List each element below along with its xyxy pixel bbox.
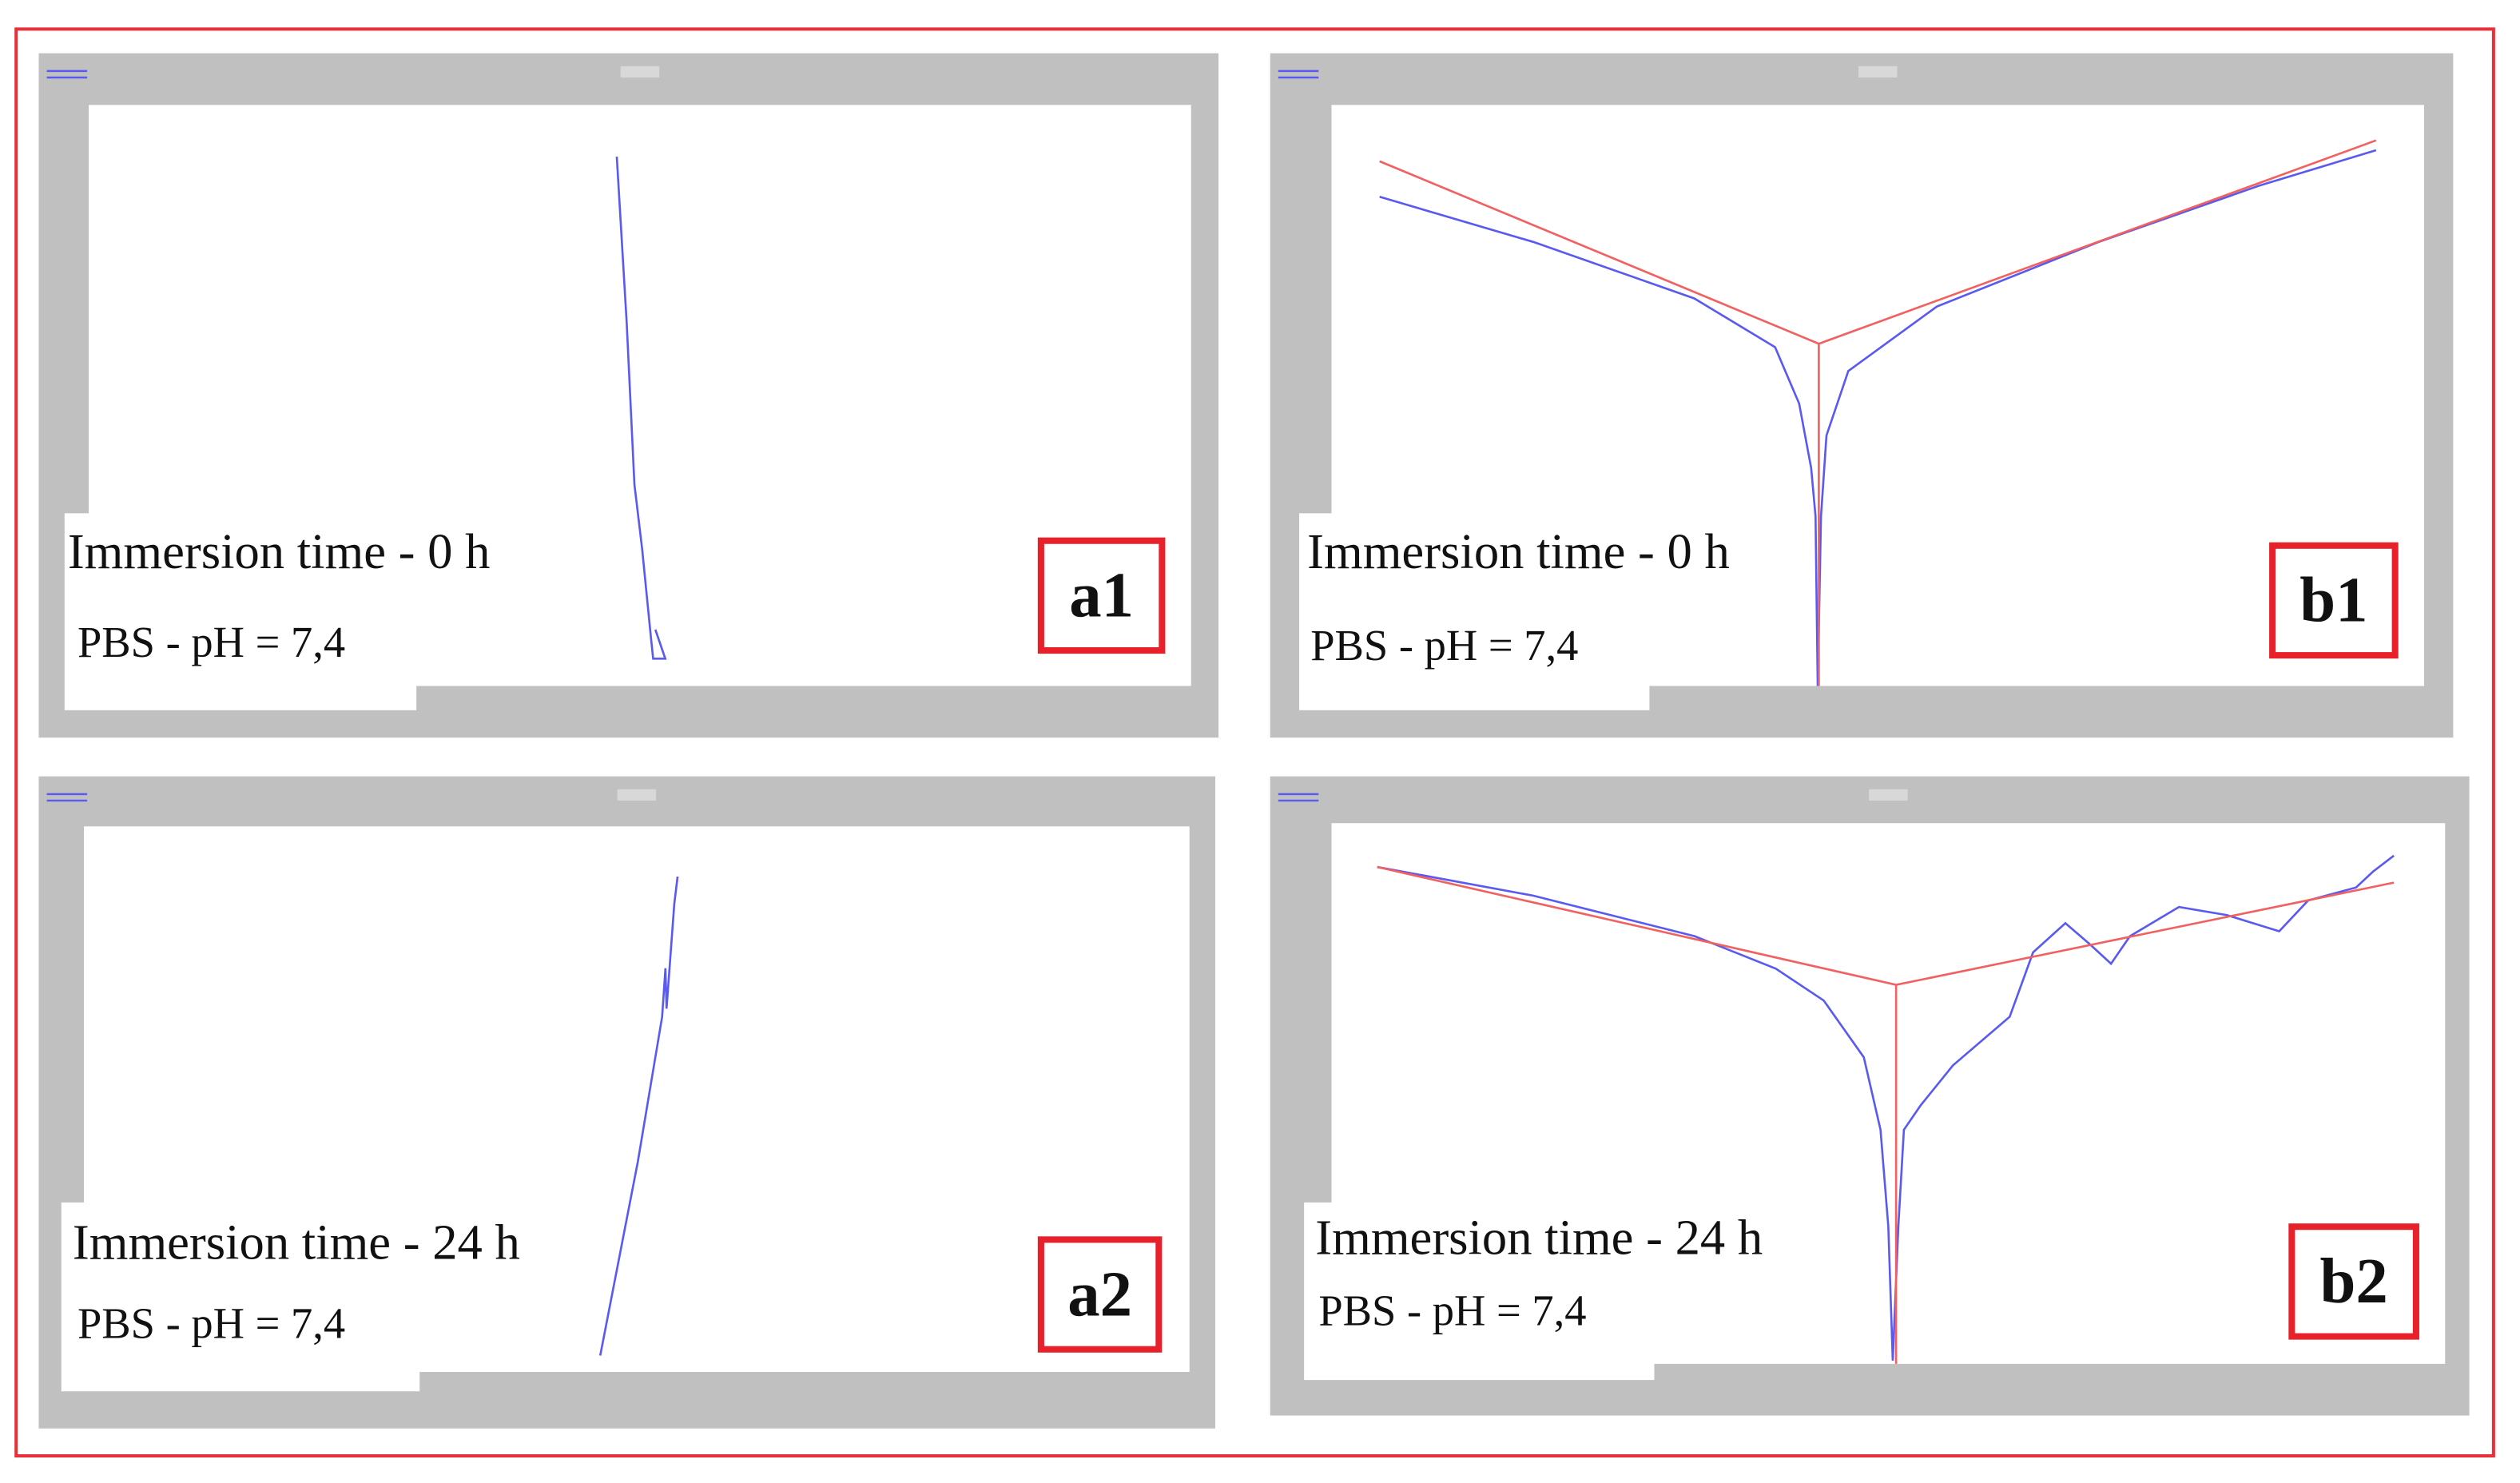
annotation: PBS - pH = 7,4 — [78, 1299, 345, 1348]
panel-label-box — [2269, 542, 2399, 659]
panel-label: a1 — [1069, 560, 1134, 631]
annotation-box — [1304, 1202, 1655, 1381]
header-tab — [1858, 66, 1898, 78]
annotation-box — [64, 513, 417, 710]
panel-label: a2 — [1067, 1258, 1132, 1330]
data-line — [1377, 865, 2395, 1364]
annotation: Immersion time - 24 h — [73, 1215, 520, 1270]
annotation: Immersion time - 0 h — [1307, 523, 1730, 579]
header-tab — [1869, 789, 1908, 801]
data-line — [615, 156, 667, 660]
annotation: PBS - pH = 7,4 — [78, 618, 345, 666]
panel-label: b1 — [2299, 565, 2367, 636]
panel-label: b2 — [2319, 1246, 2387, 1317]
panel-label-box — [2288, 1223, 2419, 1340]
annotation: Immersion time - 24 h — [1315, 1210, 1763, 1266]
panel-label-box — [1037, 537, 1166, 654]
header-tab — [620, 66, 660, 78]
annotation-box — [61, 1202, 420, 1392]
data-line — [1379, 149, 2377, 686]
annotation: PBS - pH = 7,4 — [1310, 621, 1578, 670]
annotation: PBS - pH = 7,4 — [1318, 1286, 1586, 1334]
data-line — [1377, 854, 2395, 1361]
panel-label-box — [1037, 1236, 1163, 1353]
data-line — [598, 876, 679, 1356]
data-line — [1379, 139, 2377, 686]
header-tab — [617, 789, 657, 801]
annotation: Immersion time - 0 h — [68, 523, 491, 579]
outer-frame — [14, 27, 2495, 1458]
annotation-box — [1299, 513, 1650, 710]
